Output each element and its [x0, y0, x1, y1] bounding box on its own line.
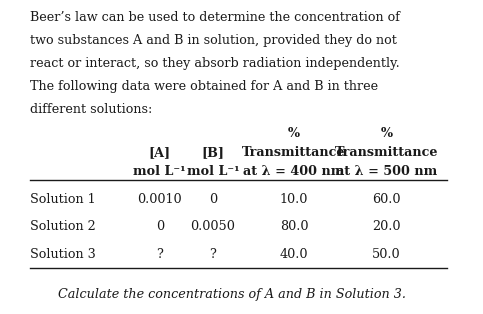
Text: two substances A and B in solution, provided they do not: two substances A and B in solution, prov…: [30, 34, 397, 47]
Text: Transmittance: Transmittance: [242, 146, 346, 159]
Text: [B]: [B]: [201, 146, 225, 159]
Text: 0.0050: 0.0050: [190, 220, 235, 234]
Text: 60.0: 60.0: [372, 193, 401, 206]
Text: Beer’s law can be used to determine the concentration of: Beer’s law can be used to determine the …: [30, 11, 400, 24]
Text: Calculate the concentrations of A and B in Solution 3.: Calculate the concentrations of A and B …: [57, 288, 405, 301]
Text: Solution 2: Solution 2: [30, 220, 96, 234]
Text: at λ = 400 nm: at λ = 400 nm: [243, 165, 345, 178]
Text: ?: ?: [210, 247, 216, 261]
Text: 20.0: 20.0: [372, 220, 401, 234]
Text: %: %: [381, 127, 393, 140]
Text: ?: ?: [156, 247, 163, 261]
Text: 10.0: 10.0: [280, 193, 308, 206]
Text: mol L⁻¹: mol L⁻¹: [133, 165, 186, 178]
Text: %: %: [288, 127, 300, 140]
Text: [A]: [A]: [149, 146, 171, 159]
Text: 0.0010: 0.0010: [138, 193, 182, 206]
Text: react or interact, so they absorb radiation independently.: react or interact, so they absorb radiat…: [30, 57, 400, 70]
Text: The following data were obtained for A and B in three: The following data were obtained for A a…: [30, 80, 378, 93]
Text: 40.0: 40.0: [280, 247, 308, 261]
Text: 0: 0: [209, 193, 217, 206]
Text: at λ = 500 nm: at λ = 500 nm: [336, 165, 437, 178]
Text: Transmittance: Transmittance: [335, 146, 439, 159]
Text: Solution 3: Solution 3: [30, 247, 96, 261]
Text: 80.0: 80.0: [280, 220, 308, 234]
Text: mol L⁻¹: mol L⁻¹: [186, 165, 239, 178]
Text: different solutions:: different solutions:: [30, 103, 153, 116]
Text: 0: 0: [156, 220, 164, 234]
Text: Solution 1: Solution 1: [30, 193, 96, 206]
Text: 50.0: 50.0: [372, 247, 401, 261]
